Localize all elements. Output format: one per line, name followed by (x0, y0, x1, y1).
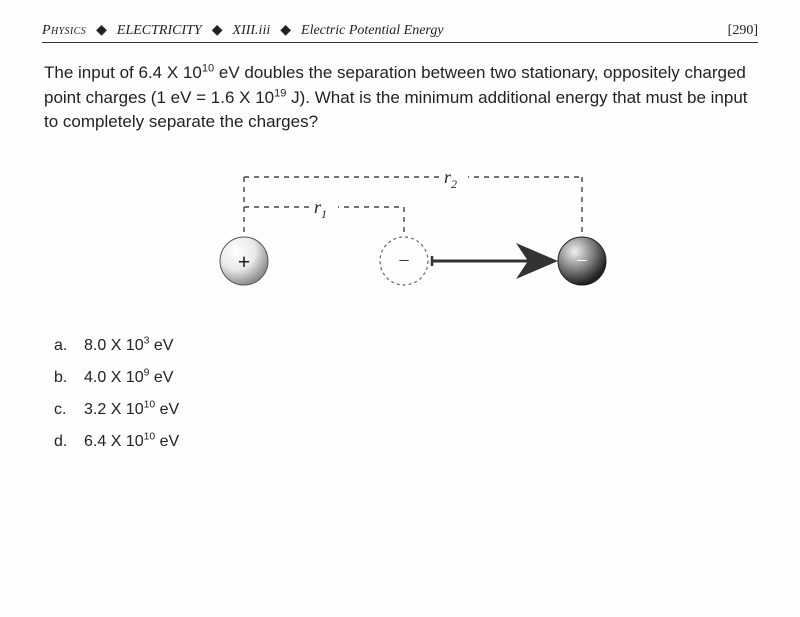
question-sup: 10 (202, 62, 214, 74)
option-letter: a. (54, 337, 84, 355)
option-b: b. 4.0 X 109 eV (54, 369, 758, 387)
option-d: d. 6.4 X 1010 eV (54, 433, 758, 451)
question-text: The input of 6.4 X 1010 eV doubles the s… (44, 61, 756, 135)
breadcrumb: Physics ◆ ELECTRICITY ◆ XIII.iii ◆ Elect… (42, 22, 444, 39)
separator-icon: ◆ (280, 22, 291, 39)
question-sup: 19 (274, 87, 286, 99)
separator-icon: ◆ (96, 22, 107, 39)
separator-icon: ◆ (212, 22, 223, 39)
charges-diagram: r2 r1 + − − (180, 157, 620, 297)
option-a: a. 8.0 X 103 eV (54, 337, 758, 355)
answer-options: a. 8.0 X 103 eV b. 4.0 X 109 eV c. 3.2 X… (54, 337, 758, 451)
page-header: Physics ◆ ELECTRICITY ◆ XIII.iii ◆ Elect… (42, 22, 758, 43)
question-part: The input of 6.4 X 10 (44, 63, 202, 82)
minus-sign-icon: − (576, 250, 587, 272)
option-value: 6.4 X 1010 eV (84, 433, 179, 451)
option-letter: b. (54, 369, 84, 387)
section-label: XIII.iii (233, 23, 271, 39)
option-value: 3.2 X 1010 eV (84, 401, 179, 419)
page-number: [290] (728, 23, 758, 39)
option-c: c. 3.2 X 1010 eV (54, 401, 758, 419)
option-letter: c. (54, 401, 84, 419)
minus-sign-icon: − (398, 250, 409, 272)
subject-label: Physics (42, 23, 86, 39)
option-value: 8.0 X 103 eV (84, 337, 173, 355)
page-title: Electric Potential Energy (301, 23, 444, 39)
plus-sign-icon: + (238, 249, 251, 274)
topic-label: ELECTRICITY (117, 23, 202, 39)
diagram-container: r2 r1 + − − (42, 157, 758, 297)
option-value: 4.0 X 109 eV (84, 369, 173, 387)
option-letter: d. (54, 433, 84, 451)
